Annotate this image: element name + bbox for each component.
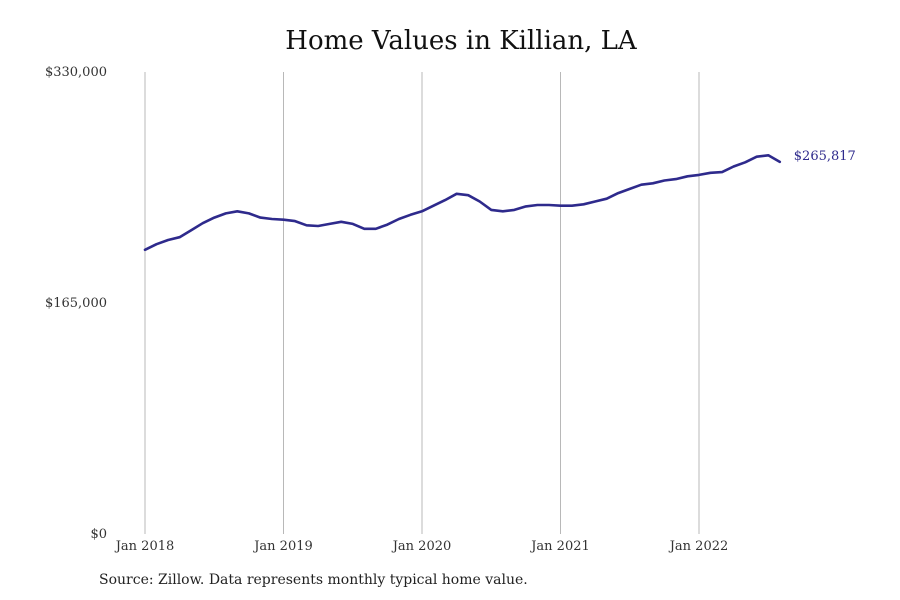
series-layer: [143, 154, 782, 252]
y-axis: $0 $165,000 $330,000: [45, 65, 107, 542]
x-tick-label: Jan 2021: [529, 539, 590, 554]
source-note: Source: Zillow. Data represents monthly …: [99, 572, 528, 588]
y-tick-label: $330,000: [45, 65, 107, 80]
series-line: [143, 154, 782, 252]
x-tick-label: Jan 2019: [252, 539, 313, 554]
x-tick-label: Jan 2018: [114, 539, 175, 554]
chart-title: Home Values in Killian, LA: [285, 26, 637, 56]
x-tick-label: Jan 2022: [668, 539, 729, 554]
end-value-label: $265,817: [794, 149, 856, 164]
y-tick-label: $0: [90, 527, 107, 542]
x-axis: Jan 2018 Jan 2019 Jan 2020 Jan 2021 Jan 2022: [114, 539, 729, 554]
annotation-layer: $265,817: [794, 149, 856, 164]
x-tick-label: Jan 2020: [391, 539, 452, 554]
y-tick-label: $165,000: [45, 296, 107, 311]
grid-lines: [144, 72, 700, 534]
